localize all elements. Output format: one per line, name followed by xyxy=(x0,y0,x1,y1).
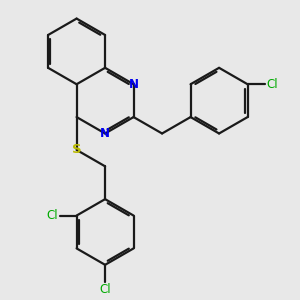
Text: Cl: Cl xyxy=(99,284,111,296)
Text: N: N xyxy=(100,127,110,140)
Text: N: N xyxy=(129,78,139,91)
Text: S: S xyxy=(72,143,81,156)
Text: Cl: Cl xyxy=(266,78,278,91)
Text: Cl: Cl xyxy=(46,209,58,222)
